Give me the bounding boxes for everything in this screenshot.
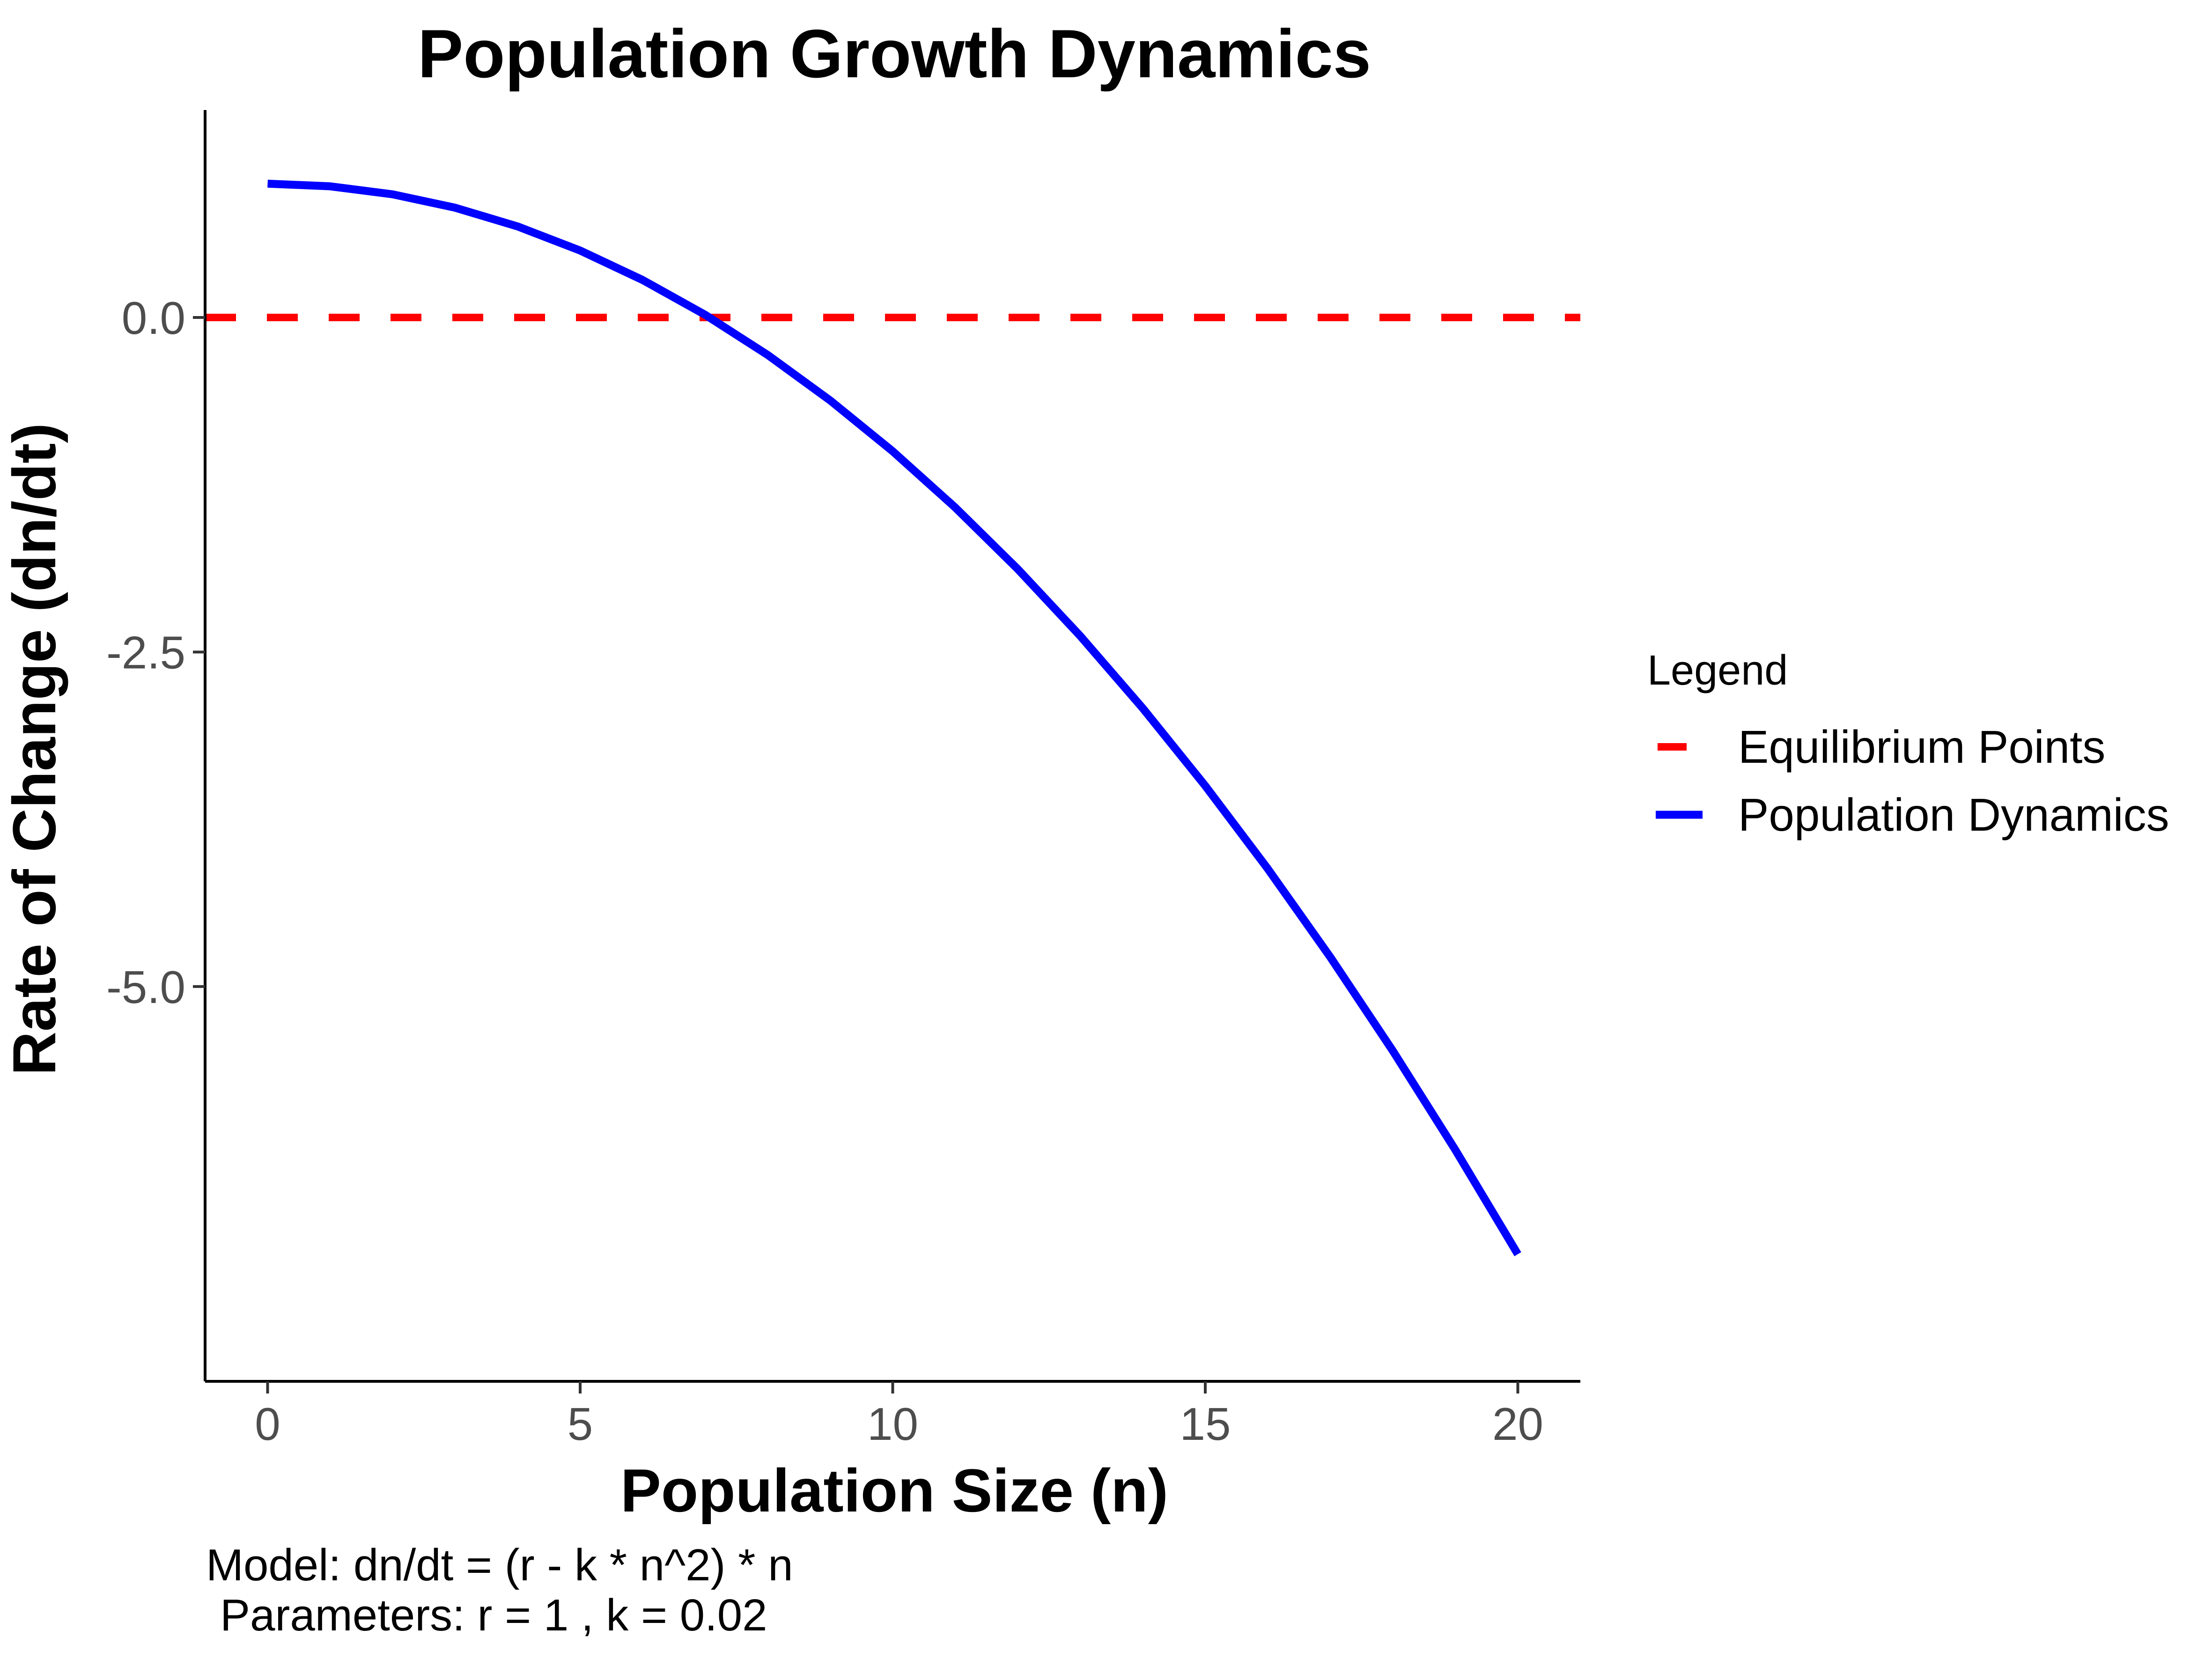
x-tick-label: 20 xyxy=(1492,1398,1543,1450)
x-tick-label: 15 xyxy=(1180,1398,1231,1450)
legend: Legend Equilibrium Points Population Dyna… xyxy=(1647,647,2169,841)
x-tick-label: 5 xyxy=(568,1398,593,1450)
caption-line-1: Model: dn/dt = (r - k * n^2) * n xyxy=(206,1540,793,1590)
y-tick-label: -5.0 xyxy=(106,961,185,1013)
y-tick-label: 0.0 xyxy=(122,292,185,344)
x-axis-title: Population Size (n) xyxy=(620,1456,1168,1525)
plot-area: 0 5 10 15 20 0.0 -2.5 -5.0 xyxy=(106,110,1580,1450)
caption-line-2: Parameters: r = 1 , k = 0.02 xyxy=(220,1590,767,1640)
legend-label: Equilibrium Points xyxy=(1738,721,2105,773)
x-tick-label: 10 xyxy=(867,1398,918,1450)
x-tick-label: 0 xyxy=(255,1398,280,1450)
y-tick-label: -2.5 xyxy=(106,627,185,678)
chart-title: Population Growth Dynamics xyxy=(418,15,1371,92)
y-axis-title: Rate of Change (dn/dt) xyxy=(0,423,68,1076)
series-line-population xyxy=(267,179,1521,1256)
legend-title: Legend xyxy=(1647,647,1788,694)
legend-label: Population Dynamics xyxy=(1738,789,2169,841)
